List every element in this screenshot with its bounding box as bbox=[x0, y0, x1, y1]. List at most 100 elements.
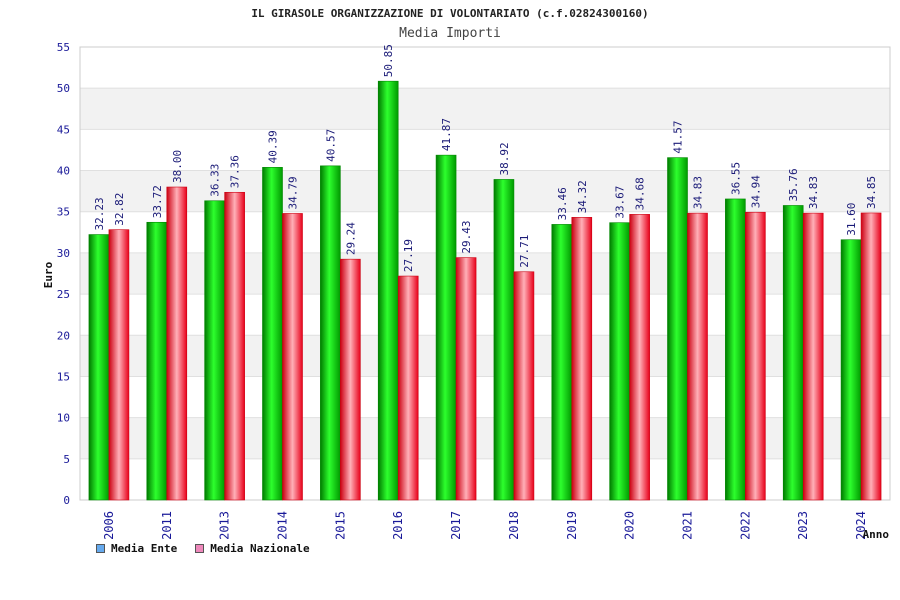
bar-media-nazionale bbox=[571, 217, 593, 501]
legend: Media Ente Media Nazionale bbox=[96, 542, 310, 555]
x-tick-label: 2006 bbox=[102, 511, 116, 540]
y-tick-label: 50 bbox=[57, 82, 70, 95]
bar-media-nazionale bbox=[166, 186, 188, 501]
data-label-media-nazionale: 38.00 bbox=[171, 150, 184, 183]
legend-swatch-ente bbox=[96, 544, 105, 553]
bar-media-ente bbox=[320, 165, 341, 501]
bar-media-nazionale bbox=[860, 212, 882, 501]
data-label-media-ente: 33.46 bbox=[556, 187, 569, 220]
x-tick-label: 2019 bbox=[565, 511, 579, 540]
grid-band bbox=[80, 211, 890, 253]
grid-band bbox=[80, 335, 890, 377]
data-label-media-nazionale: 34.83 bbox=[807, 176, 820, 209]
data-label-media-ente: 41.87 bbox=[440, 118, 453, 151]
bar-media-ente bbox=[435, 154, 457, 501]
y-tick-label: 25 bbox=[57, 288, 70, 301]
y-axis-label: Euro bbox=[42, 261, 55, 288]
y-tick-label: 0 bbox=[63, 494, 70, 507]
data-label-media-ente: 35.76 bbox=[787, 168, 800, 201]
y-tick-label: 5 bbox=[63, 453, 70, 466]
x-tick-label: 2023 bbox=[796, 511, 810, 540]
data-label-media-ente: 33.72 bbox=[151, 185, 164, 218]
grid-band bbox=[80, 417, 890, 459]
data-label-media-nazionale: 29.43 bbox=[460, 220, 473, 253]
x-tick-label: 2014 bbox=[276, 511, 290, 540]
data-label-media-nazionale: 34.79 bbox=[287, 176, 300, 209]
bar-media-nazionale bbox=[455, 257, 477, 501]
data-label-media-ente: 33.67 bbox=[614, 186, 627, 219]
data-label-media-nazionale: 32.82 bbox=[113, 193, 126, 226]
y-tick-label: 10 bbox=[57, 412, 70, 425]
bar-media-nazionale bbox=[629, 214, 650, 501]
data-label-media-nazionale: 34.32 bbox=[576, 180, 589, 213]
bar-media-ente bbox=[609, 222, 630, 501]
x-tick-label: 2022 bbox=[738, 511, 752, 540]
legend-item-nazionale: Media Nazionale bbox=[195, 542, 310, 555]
data-label-media-ente: 40.57 bbox=[324, 129, 337, 162]
data-label-media-nazionale: 34.85 bbox=[865, 176, 878, 209]
data-label-media-ente: 38.92 bbox=[498, 142, 511, 175]
bar-media-nazionale bbox=[224, 191, 245, 501]
data-label-media-ente: 36.55 bbox=[729, 162, 742, 195]
x-tick-label: 2021 bbox=[681, 511, 695, 540]
bar-media-ente bbox=[88, 234, 110, 501]
x-tick-label: 2016 bbox=[391, 511, 405, 540]
chart-title: IL GIRASOLE ORGANIZZAZIONE DI VOLONTARIA… bbox=[251, 7, 648, 20]
bar-media-ente bbox=[840, 239, 862, 501]
bar-media-nazionale bbox=[802, 212, 824, 501]
y-tick-label: 35 bbox=[57, 206, 70, 219]
bar-media-nazionale bbox=[282, 213, 303, 501]
bar-media-ente bbox=[782, 205, 804, 501]
x-tick-label: 2015 bbox=[333, 511, 347, 540]
data-label-media-nazionale: 27.71 bbox=[518, 235, 531, 268]
x-tick-label: 2013 bbox=[218, 511, 232, 540]
data-label-media-ente: 41.57 bbox=[672, 120, 685, 153]
bar-media-ente bbox=[551, 224, 573, 501]
bar-media-nazionale bbox=[687, 212, 708, 501]
bar-media-nazionale bbox=[745, 211, 766, 501]
y-tick-label: 30 bbox=[57, 247, 70, 260]
grid-band bbox=[80, 458, 890, 500]
bar-media-nazionale bbox=[340, 258, 361, 501]
bar-media-ente bbox=[667, 157, 688, 501]
data-label-media-nazionale: 37.36 bbox=[229, 155, 242, 188]
bar-media-ente bbox=[262, 167, 283, 501]
grid-band bbox=[80, 47, 890, 89]
bar-media-nazionale bbox=[397, 275, 419, 501]
legend-swatch-nazionale bbox=[195, 544, 205, 553]
grid-band bbox=[80, 252, 890, 295]
legend-label-ente: Media Ente bbox=[111, 542, 178, 555]
x-tick-label: 2024 bbox=[854, 511, 868, 540]
grid-band bbox=[80, 376, 890, 418]
data-label-media-nazionale: 34.83 bbox=[692, 176, 705, 209]
y-tick-label: 20 bbox=[57, 329, 70, 342]
bar-media-ente bbox=[377, 80, 399, 501]
grid-band bbox=[80, 129, 890, 171]
data-label-media-nazionale: 34.68 bbox=[634, 177, 647, 210]
x-tick-label: 2011 bbox=[160, 511, 174, 540]
x-axis-label: Anno bbox=[863, 528, 890, 541]
y-tick-label: 55 bbox=[57, 41, 70, 54]
data-label-media-nazionale: 29.24 bbox=[344, 222, 357, 255]
x-tick-label: 2018 bbox=[507, 511, 521, 540]
bar-media-nazionale bbox=[513, 271, 535, 501]
y-tick-label: 15 bbox=[57, 370, 70, 383]
y-tick-label: 40 bbox=[57, 165, 70, 178]
bar-media-ente bbox=[493, 179, 515, 501]
data-label-media-ente: 50.85 bbox=[382, 44, 395, 77]
y-tick-label: 45 bbox=[57, 123, 70, 136]
data-label-media-nazionale: 27.19 bbox=[402, 239, 415, 272]
bar-media-nazionale bbox=[108, 229, 130, 501]
data-label-media-ente: 32.23 bbox=[93, 197, 106, 230]
data-label-media-ente: 31.60 bbox=[845, 203, 858, 236]
plot-area: 0 5 10 15 20 25 30 35 40 45 50 55 32.23 32.82 2006 33.7… bbox=[57, 41, 891, 540]
grid-band bbox=[80, 88, 890, 130]
plot-border bbox=[79, 46, 891, 501]
x-tick-label: 2017 bbox=[449, 511, 463, 540]
bar-media-ente bbox=[146, 221, 168, 501]
chart-subtitle: Media Importi bbox=[399, 26, 501, 41]
bar-media-ente bbox=[204, 200, 225, 501]
data-label-media-ente: 40.39 bbox=[267, 130, 280, 163]
data-label-media-nazionale: 34.94 bbox=[749, 175, 762, 208]
